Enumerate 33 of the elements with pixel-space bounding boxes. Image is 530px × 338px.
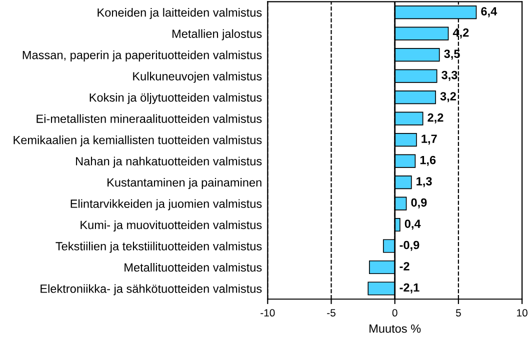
y-tick-label: Kumi- ja muovituotteiden valmistus [80, 220, 262, 232]
data-label: -2,1 [400, 283, 420, 294]
data-label: 0,4 [404, 220, 421, 230]
data-label: 1,6 [420, 156, 436, 166]
y-tick-label: Metallituotteiden valmistus [124, 262, 262, 272]
y-tick-label: Kemikaalien ja kemiallisten tuotteiden valmistus [14, 136, 262, 147]
data-label: 3,2 [440, 92, 456, 102]
y-tick-label: Kulkuneuvojen valmistus [133, 72, 262, 83]
y-tick-label: Kustantaminen ja painaminen [108, 178, 262, 190]
x-axis-title: Muutos % [370, 324, 421, 333]
y-tick-label: Massan, paperin ja paperituotteiden valmistus [22, 50, 262, 62]
y-tick-label: Ei-metallisten mineraalituotteiden valmistus [36, 114, 262, 123]
y-tick-label: Koksin ja öljytuotteiden valmistus [90, 93, 262, 104]
data-label: 3,3 [442, 70, 458, 81]
x-tick-label: 0 [392, 309, 398, 317]
x-tick-label: 10 [517, 309, 528, 317]
y-tick-label: Koneiden ja laitteiden valmistus [98, 8, 262, 20]
x-tick-label: 5 [456, 309, 461, 317]
y-tick-label: Elektroniikka- ja sähkötuotteiden valmistus [40, 284, 262, 296]
y-tick-label: Metallien jalostus [172, 29, 262, 40]
x-tick-label: -5 [327, 309, 336, 317]
x-tick-label: -10 [260, 309, 275, 317]
y-tick-label: Tekstiilien ja tekstiilituotteiden valmistus [56, 242, 262, 253]
data-label: -0,9 [400, 240, 420, 251]
data-label: -2 [400, 262, 410, 270]
data-label: 1,3 [416, 177, 432, 188]
data-label: 4,2 [452, 28, 469, 38]
y-tick-label: Elintarvikkeiden ja juomien valmistus [70, 199, 262, 210]
data-label: 0,9 [411, 198, 427, 208]
data-label: 1,7 [422, 134, 437, 145]
y-tick-label: Nahan ja nahkatuotteiden valmistus [76, 156, 262, 168]
data-label: 6,4 [481, 7, 498, 18]
data-label: 2,2 [428, 113, 444, 124]
